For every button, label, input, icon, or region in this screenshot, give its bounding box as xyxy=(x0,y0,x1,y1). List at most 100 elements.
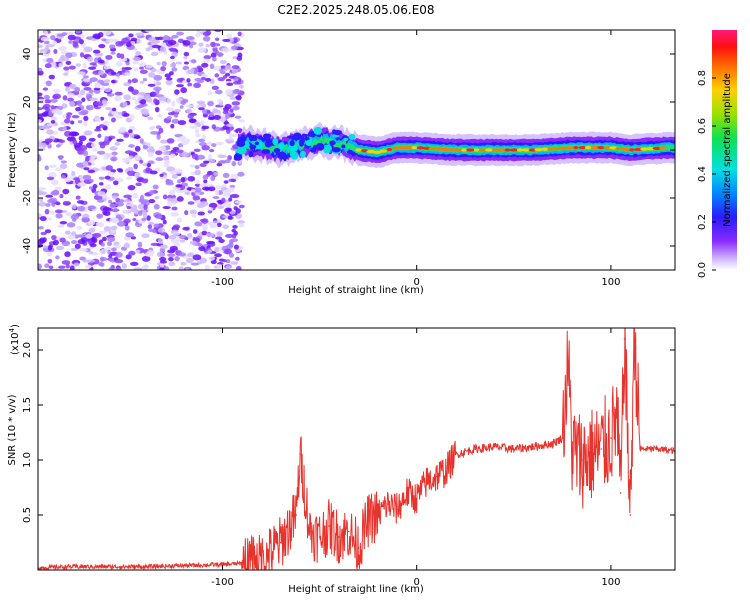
noise-speckle xyxy=(212,108,219,114)
ridge-core xyxy=(573,146,579,150)
noise-speckle xyxy=(131,96,137,101)
noise-speckle xyxy=(102,30,112,36)
ridge-core xyxy=(541,147,548,151)
snr-point xyxy=(260,560,263,562)
noise-speckle xyxy=(149,170,158,175)
noise-speckle xyxy=(123,82,131,87)
noise-speckle xyxy=(41,125,51,130)
noise-speckle xyxy=(214,89,223,95)
noise-speckle xyxy=(115,197,121,203)
noise-speckle xyxy=(98,176,105,180)
noise-speckle xyxy=(155,157,164,162)
noise-speckle xyxy=(70,120,75,125)
noise-speckle xyxy=(58,155,63,161)
noise-speckle xyxy=(215,189,220,196)
noise-speckle xyxy=(144,30,154,33)
noise-speckle xyxy=(239,84,244,89)
y-tick-label: 20 xyxy=(22,96,33,109)
noise-speckle xyxy=(107,236,116,243)
noise-speckle xyxy=(159,260,167,264)
snr-point xyxy=(551,442,554,445)
noise-speckle xyxy=(189,240,197,245)
noise-speckle xyxy=(168,235,177,240)
noise-speckle xyxy=(191,188,196,193)
noise-speckle xyxy=(58,62,64,68)
noise-speckle xyxy=(151,39,161,44)
noise-speckle xyxy=(141,265,148,270)
noise-speckle xyxy=(231,89,241,94)
noise-speckle xyxy=(185,104,194,108)
noise-speckle xyxy=(167,111,176,116)
noise-speckle xyxy=(228,133,234,139)
snr-panel: -100 0 100 0.5 1.0 1.5 2.0 Height of straight… xyxy=(7,324,676,595)
noise-speckle xyxy=(148,190,155,195)
noise-speckle xyxy=(197,47,207,53)
noise-speckle xyxy=(224,248,233,255)
noise-speckle xyxy=(218,238,225,243)
ridge-core xyxy=(473,148,480,152)
colorbar-tick-label: 0.8 xyxy=(697,70,708,86)
noise-speckle xyxy=(231,101,241,106)
noise-speckle xyxy=(159,267,165,270)
snr-point xyxy=(610,437,612,439)
noise-speckle xyxy=(147,151,154,158)
noise-speckle xyxy=(203,55,212,60)
ridge-core xyxy=(416,146,425,150)
noise-speckle xyxy=(38,98,46,104)
noise-speckle xyxy=(134,135,141,140)
noise-speckle xyxy=(45,45,50,52)
noise-speckle xyxy=(79,144,88,151)
noise-speckle xyxy=(146,215,151,221)
noise-speckle xyxy=(170,201,177,206)
noise-speckle xyxy=(43,30,49,36)
noise-speckle xyxy=(126,42,132,48)
noise-speckle xyxy=(227,155,232,161)
snr-point xyxy=(295,514,298,516)
noise-speckle xyxy=(71,240,78,245)
noise-speckle xyxy=(72,41,79,48)
noise-speckle xyxy=(139,69,148,74)
noise-speckle xyxy=(224,199,230,203)
noise-speckle xyxy=(66,112,73,116)
noise-speckle xyxy=(170,55,175,60)
noise-speckle xyxy=(172,224,181,229)
noise-speckle xyxy=(88,97,98,101)
noise-speckle xyxy=(232,56,238,60)
noise-speckle xyxy=(50,210,55,215)
noise-speckle xyxy=(74,178,80,185)
noise-speckle xyxy=(123,242,130,249)
noise-speckle xyxy=(162,35,171,42)
snr-point xyxy=(532,446,535,448)
noise-speckle xyxy=(159,256,167,262)
noise-speckle xyxy=(168,256,174,262)
noise-speckle xyxy=(173,242,181,247)
noise-speckle xyxy=(203,58,210,64)
noise-speckle xyxy=(125,61,130,66)
noise-speckle xyxy=(133,163,138,170)
noise-speckle xyxy=(238,204,245,209)
snr-point xyxy=(396,508,399,511)
noise-speckle xyxy=(200,120,205,126)
noise-speckle xyxy=(123,209,129,214)
noise-speckle xyxy=(97,199,105,203)
noise-speckle xyxy=(174,255,180,262)
noise-speckle xyxy=(88,137,96,142)
noise-speckle xyxy=(122,199,131,203)
noise-speckle xyxy=(75,30,81,34)
noise-speckle xyxy=(134,145,141,152)
noise-speckle xyxy=(127,86,134,92)
chart-title: C2E2.2025.248.05.06.E08 xyxy=(277,3,434,17)
noise-speckle xyxy=(128,129,133,134)
noise-speckle xyxy=(89,178,94,183)
noise-speckle xyxy=(45,80,52,87)
noise-speckle xyxy=(40,36,50,42)
noise-speckle xyxy=(213,220,219,224)
noise-speckle xyxy=(122,157,131,163)
noise-speckle xyxy=(147,116,154,121)
noise-speckle xyxy=(171,67,178,72)
noise-speckle xyxy=(162,219,167,225)
ridge-blob xyxy=(333,129,342,136)
noise-speckle xyxy=(76,100,82,107)
noise-speckle xyxy=(166,138,175,144)
noise-speckle xyxy=(190,68,195,74)
